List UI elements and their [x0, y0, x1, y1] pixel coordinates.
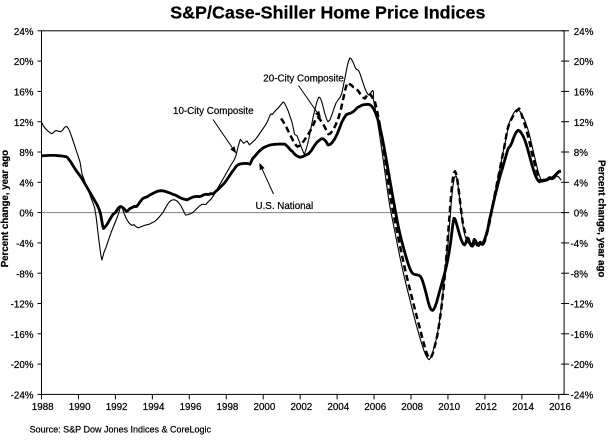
svg-text:1988: 1988: [32, 402, 54, 413]
svg-text:2004: 2004: [327, 402, 349, 413]
svg-text:12%: 12%: [574, 118, 594, 129]
svg-text:0%: 0%: [19, 209, 33, 220]
svg-text:-12%: -12%: [571, 300, 594, 311]
svg-text:20%: 20%: [14, 57, 34, 68]
svg-text:U.S. National: U.S. National: [256, 201, 314, 212]
svg-text:0%: 0%: [574, 209, 588, 220]
svg-text:16%: 16%: [574, 88, 594, 99]
svg-text:1998: 1998: [217, 402, 239, 413]
svg-text:1990: 1990: [69, 402, 91, 413]
svg-text:-12%: -12%: [11, 300, 34, 311]
svg-text:-4%: -4%: [16, 239, 34, 250]
svg-text:20%: 20%: [574, 57, 594, 68]
svg-text:20-City Composite: 20-City Composite: [263, 73, 344, 84]
svg-text:-16%: -16%: [571, 330, 594, 341]
svg-text:-16%: -16%: [11, 330, 34, 341]
svg-text:Source: S&P Dow Jones Indices: Source: S&P Dow Jones Indices & CoreLogi…: [30, 425, 212, 435]
svg-text:-20%: -20%: [571, 360, 594, 371]
svg-text:-8%: -8%: [571, 269, 589, 280]
svg-text:-24%: -24%: [11, 391, 34, 402]
svg-text:-24%: -24%: [571, 391, 594, 402]
svg-text:12%: 12%: [14, 118, 34, 129]
svg-text:4%: 4%: [19, 178, 33, 189]
svg-text:1994: 1994: [143, 402, 165, 413]
svg-text:2008: 2008: [401, 402, 423, 413]
svg-text:S&P/Case-Shiller Home Price In: S&P/Case-Shiller Home Price Indices: [170, 3, 485, 23]
svg-text:2002: 2002: [290, 402, 312, 413]
svg-text:Percent change, year ago: Percent change, year ago: [0, 150, 11, 267]
svg-text:24%: 24%: [574, 27, 594, 38]
svg-text:-20%: -20%: [11, 360, 34, 371]
svg-text:2014: 2014: [512, 402, 534, 413]
svg-text:Percent change, year ago: Percent change, year ago: [596, 160, 607, 277]
svg-text:1996: 1996: [180, 402, 202, 413]
svg-text:8%: 8%: [19, 148, 33, 159]
svg-text:8%: 8%: [574, 148, 588, 159]
svg-text:24%: 24%: [14, 27, 34, 38]
svg-text:-4%: -4%: [571, 239, 589, 250]
svg-text:2012: 2012: [475, 402, 497, 413]
svg-text:2000: 2000: [254, 402, 276, 413]
svg-text:16%: 16%: [14, 88, 34, 99]
svg-text:-8%: -8%: [16, 269, 34, 280]
svg-text:2016: 2016: [549, 402, 571, 413]
svg-text:2006: 2006: [364, 402, 386, 413]
svg-text:1992: 1992: [106, 402, 128, 413]
svg-text:10-City Composite: 10-City Composite: [173, 106, 254, 117]
svg-text:4%: 4%: [574, 178, 588, 189]
svg-text:2010: 2010: [438, 402, 460, 413]
